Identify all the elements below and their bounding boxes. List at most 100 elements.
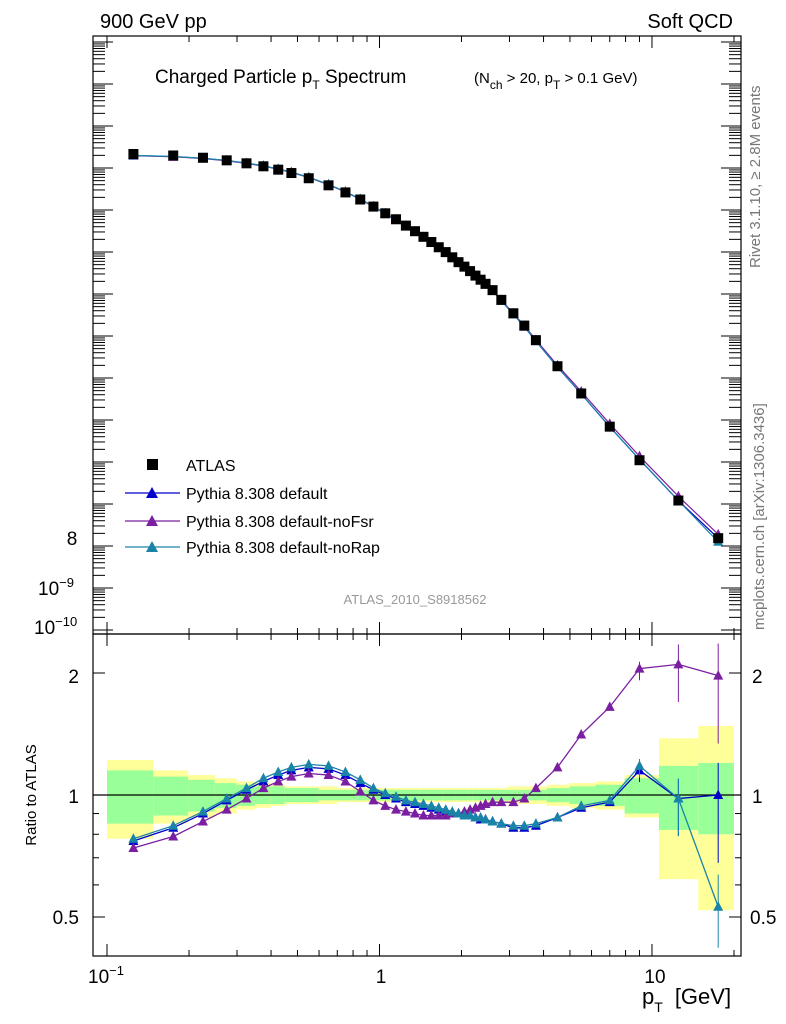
ratio-y-tick-0.5-right: 0.5 <box>750 908 776 929</box>
ratio-marker-nofsr-38 <box>713 670 724 680</box>
atlas-point-13 <box>380 208 391 219</box>
legend-label-norap: Pythia 8.308 default-noRap <box>186 540 380 557</box>
ratio-marker-norap-10 <box>340 766 351 776</box>
ratio-marker-norap-20 <box>440 804 451 814</box>
title-main-sub: T <box>312 78 320 92</box>
ratio-marker-nofsr-7 <box>286 771 297 781</box>
main-curve-nofsr <box>133 155 719 535</box>
atlas-point-29 <box>496 294 507 305</box>
ratio-marker-norap-30 <box>508 820 519 830</box>
cut-sub2: T <box>553 78 561 92</box>
atlas-point-6 <box>273 164 284 175</box>
atlas-point-35 <box>604 421 615 432</box>
atlas-point-27 <box>480 278 491 289</box>
atlas-point-1 <box>168 150 179 161</box>
ratio-marker-norap-28 <box>487 816 498 826</box>
ratio-marker-norap-32 <box>530 818 541 828</box>
ratio-marker-norap-5 <box>258 772 269 783</box>
ratio-marker-norap-11 <box>355 774 366 784</box>
legend-marker-default <box>146 487 158 498</box>
x-label-main: p <box>642 984 654 1009</box>
ratio-curves <box>128 643 724 948</box>
band-stat-2 <box>188 779 215 812</box>
cut-end: > 0.1 GeV) <box>560 70 637 87</box>
side-label-top: Rivet 3.1.10, ≥ 2.8M events <box>747 86 764 269</box>
ratio-marker-nofsr-4 <box>241 793 252 803</box>
ratio-panel: 2 1 0.5 2 1 0.5 Ratio to ATLAS <box>23 633 776 957</box>
atlas-point-21 <box>447 252 458 263</box>
ratio-marker-norap-4 <box>241 782 252 793</box>
header-left: 900 GeV pp <box>100 11 207 33</box>
ratio-marker-norap-37 <box>673 793 684 803</box>
ratio-y-tick-2-left: 2 <box>68 667 79 688</box>
atlas-point-34 <box>576 388 587 399</box>
ratio-y-tick-1-left: 1 <box>68 787 79 808</box>
ratio-marker-nofsr-15 <box>400 806 411 816</box>
ratio-marker-nofsr-28 <box>487 796 498 807</box>
x-label-sub: T <box>654 999 663 1015</box>
ratio-marker-norap-24 <box>465 810 476 820</box>
atlas-point-5 <box>258 161 269 172</box>
x-label-unit: [GeV] <box>675 984 731 1009</box>
atlas-point-18 <box>426 237 437 248</box>
ratio-marker-norap-15 <box>400 794 411 805</box>
ratio-marker-nofsr-35 <box>604 701 615 711</box>
side-label-bottom: mcplots.cern.ch [arXiv:1306.3436] <box>751 403 768 630</box>
band-stat-36 <box>624 778 659 814</box>
ratio-axis-ticks <box>93 634 741 956</box>
cut-mid: > 20, p <box>503 70 553 87</box>
title-main: Charged Particle p <box>155 67 312 88</box>
ratio-marker-norap-13 <box>380 787 391 798</box>
main-data-points <box>128 149 724 544</box>
title-main2: Spectrum <box>320 67 407 88</box>
legend-label-default: Pythia 8.308 default <box>186 486 328 503</box>
legend-marker-atlas <box>147 459 158 470</box>
main-y-tick-1e-9: 10−9 <box>38 575 74 600</box>
ratio-marker-nofsr-5 <box>258 782 269 793</box>
ratio-marker-nofsr-17 <box>418 810 429 820</box>
ratio-marker-norap-35 <box>604 794 615 805</box>
ratio-marker-norap-21 <box>447 806 458 816</box>
ratio-marker-default-38 <box>713 789 724 799</box>
ratio-marker-norap-12 <box>368 782 379 793</box>
ratio-marker-norap-34 <box>576 800 587 810</box>
atlas-point-19 <box>433 242 444 253</box>
ratio-marker-norap-16 <box>410 796 421 807</box>
x-tick-0.1: 10−1 <box>88 963 124 988</box>
ratio-marker-norap-14 <box>391 791 402 801</box>
x-tick-0.1-exp: −1 <box>109 963 124 978</box>
ratio-marker-norap-17 <box>418 798 429 809</box>
atlas-point-15 <box>400 220 411 231</box>
atlas-point-17 <box>418 231 429 242</box>
band-stat-1 <box>153 776 189 816</box>
ratio-marker-nofsr-3 <box>221 804 232 814</box>
ratio-marker-nofsr-11 <box>355 786 366 796</box>
ratio-marker-nofsr-10 <box>340 775 351 786</box>
atlas-point-7 <box>286 168 297 179</box>
atlas-point-12 <box>368 201 379 212</box>
ratio-marker-norap-7 <box>286 761 297 772</box>
ratio-marker-norap-9 <box>323 760 334 770</box>
ratio-marker-nofsr-9 <box>323 769 334 780</box>
ratio-y-label: Ratio to ATLAS <box>23 744 40 845</box>
ratio-marker-nofsr-0 <box>128 842 139 852</box>
atlas-point-0 <box>128 149 139 159</box>
x-tick-1: 1 <box>376 967 387 988</box>
ratio-marker-norap-3 <box>221 793 232 803</box>
ratio-marker-nofsr-1 <box>168 830 179 841</box>
main-y-tick-partial: 8 <box>67 529 78 550</box>
x-axis-label: pT [GeV] <box>642 984 731 1015</box>
ratio-curve-nofsr <box>133 663 719 849</box>
atlas-point-31 <box>519 320 530 331</box>
ratio-marker-nofsr-13 <box>380 800 391 810</box>
cut-sub1: ch <box>490 78 503 92</box>
ratio-marker-nofsr-12 <box>368 794 379 805</box>
atlas-point-20 <box>440 247 451 258</box>
main-y-tick-1e-10-exp: −10 <box>55 614 77 629</box>
atlas-point-33 <box>552 361 563 372</box>
x-tick-0.1-base: 10 <box>88 967 109 988</box>
x-tick-10: 10 <box>644 967 665 988</box>
ratio-marker-nofsr-31 <box>519 793 530 803</box>
atlas-point-25 <box>470 270 481 281</box>
ratio-marker-nofsr-33 <box>552 761 563 772</box>
